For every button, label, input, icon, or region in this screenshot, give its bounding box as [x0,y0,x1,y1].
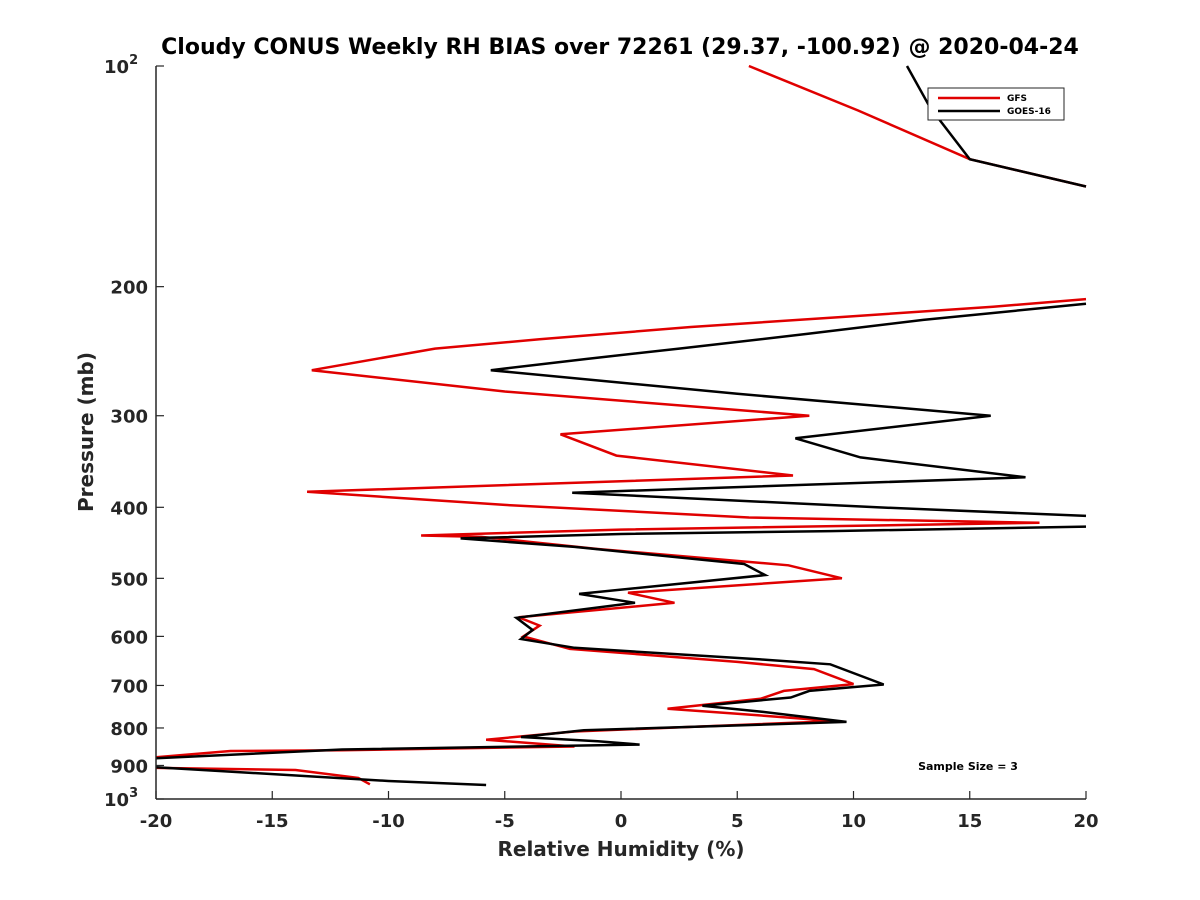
y-tick-label: 700 [110,676,148,697]
y-tick-label: 103 [104,786,138,811]
x-tick-label: 5 [731,811,744,832]
y-tick-label-base: 10 [104,57,129,78]
y-tick-label: 300 [110,407,148,428]
y-tick-label-exponent: 3 [129,786,138,801]
y-tick-label: 500 [110,569,148,590]
legend-box [927,87,1065,121]
y-tick-label: 200 [110,278,148,299]
x-tick-label: -10 [372,811,405,832]
series-line-goes16 [155,65,1087,787]
x-tick-label: 15 [957,811,982,832]
legend-label-goes16: GOES-16 [1007,107,1051,117]
x-tick-label: -15 [256,811,289,832]
y-tick-label-exponent: 2 [129,53,138,68]
x-tick-label: 20 [1073,811,1098,832]
y-tick-label: 800 [110,719,148,740]
x-tick-label: 10 [841,811,866,832]
y-tick-label: 102 [104,53,138,78]
legend: GFS GOES-16 [927,87,1065,121]
y-tick-label-base: 10 [104,790,129,811]
y-tick-label: 600 [110,627,148,648]
x-axis-label: Relative Humidity (%) [497,837,744,861]
y-tick-label: 900 [110,756,148,777]
ticks-group: -20 -15 -10 -5 0 5 10 15 20102200300400500600700… [104,53,1099,832]
plot-area [156,66,1086,799]
series-group [155,64,1087,787]
chart-title: Cloudy CONUS Weekly RH BIAS over 72261 (… [161,35,1079,60]
sample-size-annotation: Sample Size = 3 [918,760,1018,773]
x-tick-label: -20 [140,811,173,832]
x-tick-label: 0 [615,811,628,832]
legend-label-gfs: GFS [1007,94,1027,104]
y-tick-label: 400 [110,498,148,519]
x-tick-label: -5 [495,811,515,832]
y-axis-label: Pressure (mb) [74,352,98,512]
